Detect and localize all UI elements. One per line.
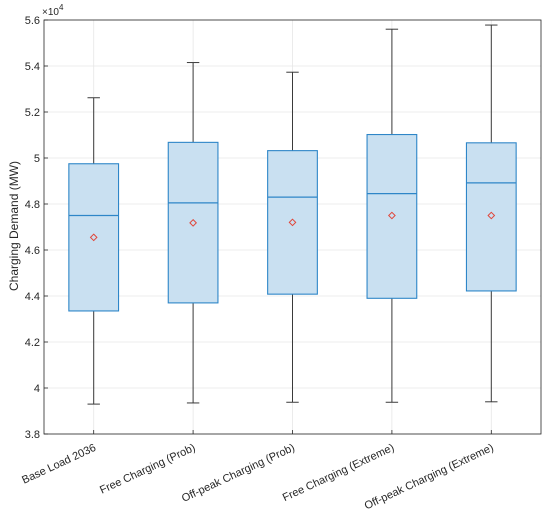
x-tick-label: Free Charging (Prob) — [98, 442, 197, 497]
y-tick-label: 3.8 — [25, 429, 40, 441]
box-iqr — [267, 150, 318, 295]
x-axis-ticks: Base Load 2036 Free Charging (Prob)Off-pe… — [20, 430, 496, 512]
y-tick-label: 5 — [34, 153, 40, 165]
box-item — [68, 97, 120, 405]
mean-marker — [189, 218, 198, 227]
mean-marker — [288, 218, 297, 227]
mean-marker — [89, 233, 98, 242]
box-item — [465, 24, 517, 403]
x-tick-label: Base Load 2036 — [20, 442, 98, 487]
box-iqr — [68, 163, 120, 312]
box-item — [366, 28, 418, 403]
y-tick-label: 4.2 — [25, 337, 40, 349]
box-series — [68, 24, 517, 405]
y-tick-label: 5.2 — [25, 107, 40, 119]
y-axis-ticks: 3.8 4 4.2 4.4 4.6 4.8 5 5.2 5.4 5.6 — [25, 15, 48, 441]
y-tick-label: 5.4 — [25, 61, 40, 73]
y-tick-label: 4.8 — [25, 199, 40, 211]
y-tick-label: 5.6 — [25, 15, 40, 27]
y-exponent-base: ×10 — [42, 7, 59, 18]
y-tick-label: 4.6 — [25, 245, 40, 257]
y-axis-exponent: ×10 4 — [42, 3, 64, 18]
y-tick-label: 4.4 — [25, 291, 40, 303]
mean-marker — [387, 211, 396, 220]
x-tick-label: Off-peak Charging (Prob) — [180, 442, 297, 505]
box-iqr — [167, 141, 219, 304]
y-exponent-power: 4 — [59, 3, 64, 12]
y-tick-label: 4 — [34, 383, 40, 395]
mean-marker — [487, 211, 496, 220]
box-iqr — [465, 142, 517, 292]
y-axis-label: Charging Demand (MW) — [7, 161, 21, 291]
box-item — [267, 71, 318, 403]
box-item — [167, 62, 219, 404]
box-iqr — [366, 133, 418, 299]
